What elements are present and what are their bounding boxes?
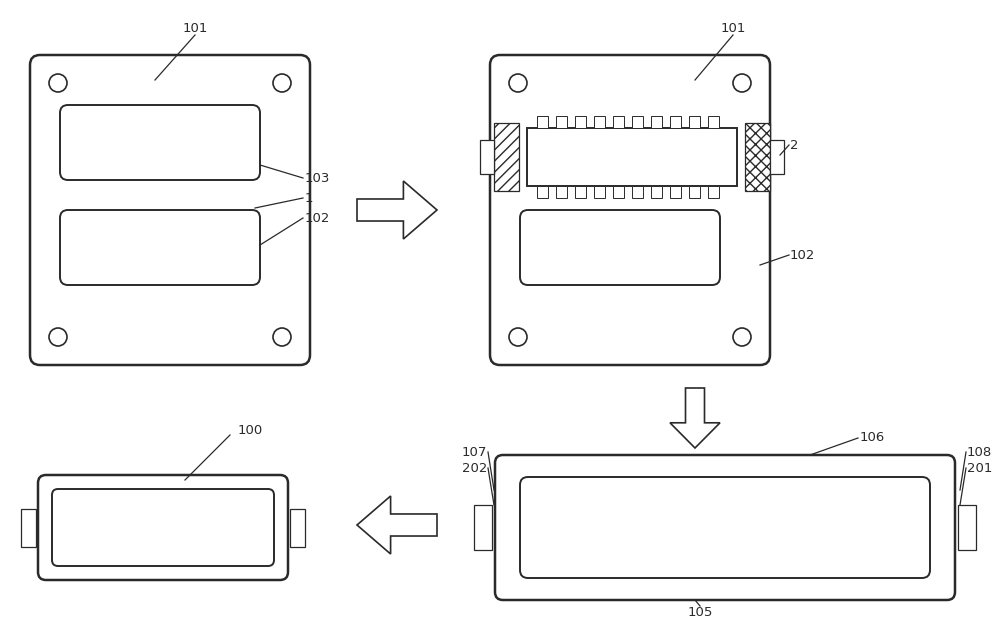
Text: 107: 107 — [462, 445, 487, 458]
Text: 201: 201 — [967, 462, 992, 474]
Bar — [745, 123, 770, 191]
FancyBboxPatch shape — [60, 105, 260, 180]
FancyBboxPatch shape — [520, 210, 720, 285]
Text: 1: 1 — [305, 192, 314, 204]
Bar — [527, 128, 737, 186]
Bar — [651, 186, 662, 198]
Text: 108: 108 — [967, 445, 992, 458]
Bar — [537, 186, 548, 198]
Bar — [613, 186, 624, 198]
Bar — [556, 116, 566, 128]
Polygon shape — [357, 496, 437, 554]
Bar — [537, 116, 548, 128]
Text: 102: 102 — [305, 212, 330, 224]
Bar — [958, 505, 976, 550]
Bar — [689, 186, 700, 198]
Bar — [556, 186, 566, 198]
Text: 101: 101 — [720, 22, 746, 35]
Bar — [480, 140, 494, 174]
Text: 100: 100 — [237, 424, 263, 437]
FancyBboxPatch shape — [30, 55, 310, 365]
Circle shape — [733, 74, 751, 92]
Bar — [594, 116, 604, 128]
Text: 105: 105 — [687, 606, 713, 619]
Text: 106: 106 — [860, 431, 885, 444]
Bar — [575, 186, 586, 198]
Bar — [21, 508, 36, 547]
Text: 101: 101 — [182, 22, 208, 35]
Bar — [770, 140, 784, 174]
Circle shape — [49, 74, 67, 92]
Polygon shape — [670, 388, 720, 448]
Circle shape — [273, 328, 291, 346]
Text: 103: 103 — [305, 172, 330, 185]
Text: 2: 2 — [790, 138, 798, 151]
Bar — [290, 508, 305, 547]
Bar — [651, 116, 662, 128]
Circle shape — [49, 328, 67, 346]
Polygon shape — [357, 181, 437, 239]
Bar — [575, 116, 586, 128]
FancyBboxPatch shape — [60, 210, 260, 285]
Bar — [632, 116, 642, 128]
Bar — [708, 186, 718, 198]
FancyBboxPatch shape — [52, 489, 274, 566]
Text: 102: 102 — [790, 249, 815, 262]
Bar — [708, 116, 718, 128]
Bar — [689, 116, 700, 128]
Bar — [594, 186, 604, 198]
Text: 202: 202 — [462, 462, 487, 474]
Bar — [474, 505, 492, 550]
FancyBboxPatch shape — [490, 55, 770, 365]
Bar — [670, 186, 680, 198]
Circle shape — [509, 74, 527, 92]
Circle shape — [733, 328, 751, 346]
FancyBboxPatch shape — [38, 475, 288, 580]
Circle shape — [273, 74, 291, 92]
Bar — [632, 186, 642, 198]
FancyBboxPatch shape — [520, 477, 930, 578]
Bar — [613, 116, 624, 128]
FancyBboxPatch shape — [495, 455, 955, 600]
Circle shape — [509, 328, 527, 346]
Bar — [670, 116, 680, 128]
Bar — [494, 123, 519, 191]
